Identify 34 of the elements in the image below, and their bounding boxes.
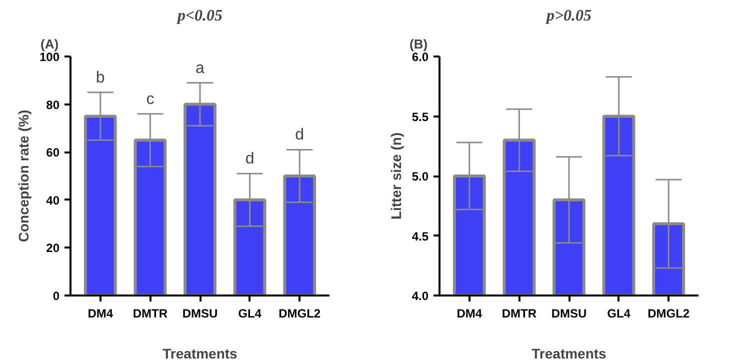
x-tick-label: DM4 [88, 306, 114, 320]
annotation: b [96, 69, 105, 86]
x-tick-label: DMGL2 [278, 306, 321, 320]
x-axis-title: Treatments [162, 346, 238, 362]
chart-subtitle: (A) [40, 36, 59, 52]
y-tick-label: 4.0 [412, 289, 429, 303]
annotation: d [245, 150, 254, 168]
chart-subtitle: (B) [410, 36, 428, 52]
x-tick-label: DMTR [502, 306, 537, 320]
x-tick-label: DMGL2 [648, 306, 690, 320]
x-tick-label: DM4 [456, 306, 482, 320]
y-tick-label: 4.5 [412, 229, 429, 244]
y-tick-label: 60 [46, 146, 60, 160]
y-tick-label: 80 [46, 98, 60, 112]
x-tick-label: DMSU [182, 306, 218, 320]
y-tick-label: 20 [46, 241, 60, 256]
annotation: a [196, 60, 205, 77]
y-axis-title: Conception rate (%) [15, 110, 32, 242]
x-tick-label: DMSU [551, 306, 587, 320]
y-tick-label: 0 [52, 289, 60, 303]
annotation: c [146, 90, 154, 108]
chart-title: p<0.05 [175, 8, 223, 24]
x-axis-title: Treatments [532, 346, 607, 362]
x-tick-label: DMTR [132, 306, 168, 320]
y-tick-label: 5.5 [412, 110, 429, 124]
y-tick-label: 100 [39, 50, 60, 64]
y-tick-label: 6.0 [412, 50, 429, 64]
x-tick-label: GL4 [607, 306, 631, 320]
y-axis-title: Litter size (n) [388, 132, 404, 220]
chart-title: p>0.05 [544, 8, 592, 24]
x-tick-label: GL4 [238, 306, 262, 320]
y-tick-label: 5.0 [412, 170, 429, 184]
annotation: d [295, 126, 304, 144]
y-tick-label: 40 [46, 193, 60, 208]
